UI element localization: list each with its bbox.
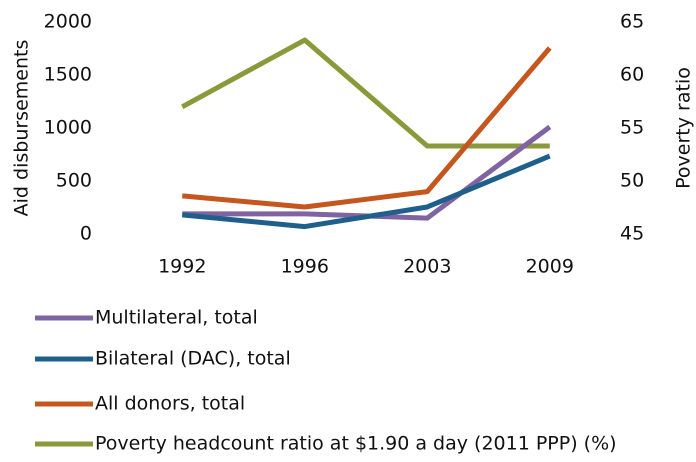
y2-tick-label: 65 — [620, 11, 644, 33]
legend-label: Poverty headcount ratio at $1.90 a day (… — [95, 433, 617, 455]
x-tick-label: 1992 — [158, 256, 206, 278]
legend-label: Bilateral (DAC), total — [95, 348, 291, 370]
y2-tick-label: 60 — [620, 64, 644, 86]
series-line — [182, 124, 552, 221]
series-line — [182, 153, 551, 230]
y-tick-label: 1500 — [44, 64, 92, 86]
x-tick-label: 1996 — [281, 256, 329, 278]
y-tick-label: 2000 — [44, 11, 92, 33]
x-tick-label: 2003 — [403, 256, 451, 278]
y2-axis-label: Poverty ratio — [673, 67, 695, 189]
y-tick-label: 500 — [56, 170, 92, 192]
legend-label: Multilateral, total — [95, 307, 258, 329]
series-line — [182, 46, 552, 210]
y2-tick-label: 50 — [620, 170, 644, 192]
y2-tick-label: 55 — [620, 117, 644, 139]
y-tick-label: 0 — [80, 223, 92, 245]
x-tick-label: 2009 — [526, 256, 574, 278]
legend-label: All donors, total — [95, 393, 245, 415]
series-line — [181, 37, 550, 149]
y2-tick-label: 45 — [620, 223, 644, 245]
y-tick-label: 1000 — [44, 117, 92, 139]
y-axis-label: Aid disbursements — [11, 40, 33, 217]
